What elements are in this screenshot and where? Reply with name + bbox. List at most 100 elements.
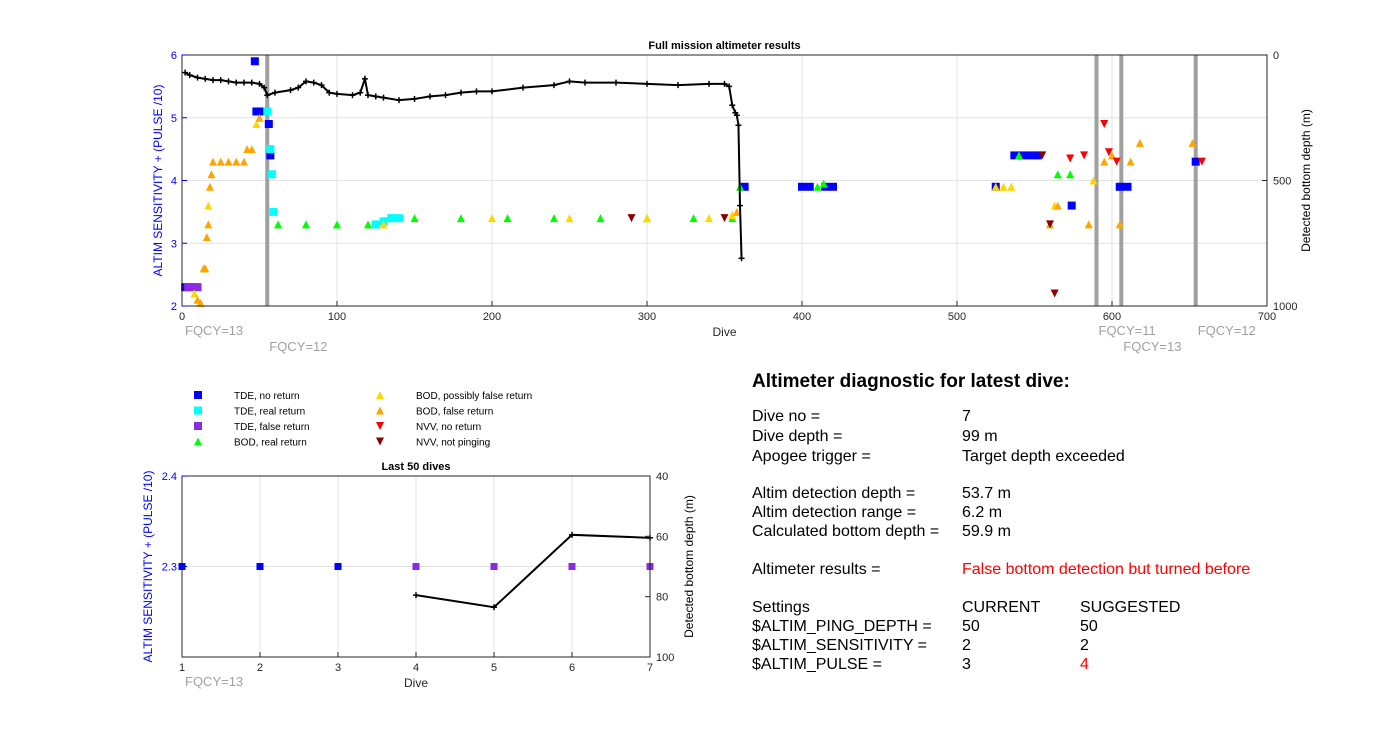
setting-suggested: 2 [1080,637,1089,654]
data-point-marker [550,214,558,223]
data-point-marker [205,182,214,191]
data-point-marker [264,120,273,129]
data-point-marker [412,563,420,570]
legend: TDE, no return TDE, real return TDE, false… [194,391,532,449]
setting-current: 2 [962,637,971,654]
data-point-marker [1191,157,1200,166]
dive-no-label: Dive no = [752,408,821,425]
data-point-marker [334,563,342,570]
diagnostic-title: Altimeter diagnostic for latest dive: [752,371,1070,392]
y-left-axis-label: ALTIM SENSITIVITY + (PULSE /10) [151,85,165,277]
data-point-marker [1053,170,1062,179]
x-tick-label: 500 [948,311,966,323]
dive-depth-value: 99 m [962,428,998,445]
data-point-marker [1053,201,1062,210]
data-point-marker [819,179,828,188]
data-point-marker [568,563,576,570]
data-point-marker [1038,151,1047,160]
data-point-marker [1112,157,1121,166]
fqcy-label: FQCY=13 [185,674,243,689]
data-point-marker [457,214,465,223]
setting-name: $ALTIM_PING_DEPTH = [752,618,932,635]
data-point-marker [395,214,403,223]
data-point-marker [1104,148,1113,157]
data-point-marker [1080,151,1089,160]
x-tick-label: 7 [647,662,653,674]
data-point-marker [643,214,651,223]
data-point-marker [705,214,713,223]
y-right-tick-label: 60 [656,531,668,543]
y-right-tick-label: 0 [1273,50,1279,62]
data-point-marker [1135,138,1144,147]
data-point-marker [190,289,199,298]
x-tick-label: 700 [1258,311,1276,323]
y-left-tick-label: 2.4 [162,471,177,483]
data-point-marker [1108,151,1116,160]
y-right-axis-label: Detected bottom depth (m) [1299,109,1313,252]
data-point-marker [247,145,256,154]
setting-suggested: 50 [1080,618,1098,635]
data-point-marker [1007,182,1016,191]
data-point-marker [596,214,605,223]
y-left-tick-label: 6 [171,50,177,62]
setting-suggested: 4 [1080,656,1089,673]
data-point-marker [503,214,512,223]
fqcy-label: FQCY=11 [1099,323,1156,338]
y-left-tick-label: 2 [171,301,177,313]
data-point-marker [193,283,202,292]
data-point-marker [232,157,241,166]
y-left-axis-label: ALTIM SENSITIVITY + (PULSE /10) [141,471,155,663]
data-point-marker [1115,182,1124,191]
data-point-marker [1010,151,1019,160]
data-point-marker [379,220,388,229]
data-point-marker [720,214,729,223]
data-point-marker [266,151,275,160]
data-point-marker [1033,151,1042,160]
data-point-marker [798,182,806,191]
y-right-tick-label: 40 [656,471,668,483]
data-point-marker [250,57,259,66]
data-point-marker [805,182,814,191]
data-point-marker [1067,201,1076,210]
apogee-label: Apogee trigger = [752,448,871,465]
calc-bottom-value: 59.9 m [962,523,1011,540]
x-tick-label: 300 [638,311,656,323]
x-tick-label: 5 [491,662,497,674]
legend-label: TDE, real return [234,407,305,418]
data-point-marker [194,406,202,415]
y-right-axis-label: Detected bottom depth (m) [682,495,696,638]
legend-label: BOD, possibly false return [416,391,532,402]
x-tick-label: 1 [179,662,185,674]
data-point-marker [371,220,380,229]
data-point-marker [240,157,248,166]
legend-label: NVV, no return [416,422,481,433]
x-tick-label: 0 [179,311,185,323]
data-point-marker [1025,151,1034,160]
data-point-marker [194,422,202,430]
fqcy-label: FQCY=13 [185,323,243,338]
data-point-marker [209,157,217,166]
data-point-marker [267,170,276,179]
data-point-marker [1123,182,1132,191]
data-point-marker [252,120,261,129]
y-left-tick-label: 5 [171,113,177,125]
x-tick-label: 2 [257,662,263,674]
data-point-marker [196,298,205,307]
data-point-marker [1066,170,1075,179]
legend-label: TDE, no return [234,391,300,402]
data-point-marker [202,232,211,241]
data-point-marker [376,422,384,430]
y-right-tick-label: 80 [656,592,668,604]
apogee-value: Target depth exceeded [962,448,1125,465]
data-point-marker [256,563,264,570]
data-point-marker [410,214,419,223]
data-point-marker [689,214,698,223]
data-point-marker [376,406,384,415]
altim-depth-value: 53.7 m [962,485,1011,502]
fqcy-label: FQCY=12 [269,339,327,354]
data-point-marker [999,182,1008,191]
main-chart: 0 100 200 300 400 500 600 700 2 3 4 5 6 0 500 1000 Full … [151,40,1313,354]
data-point-marker [302,220,310,229]
data-point-marker [1089,176,1098,185]
